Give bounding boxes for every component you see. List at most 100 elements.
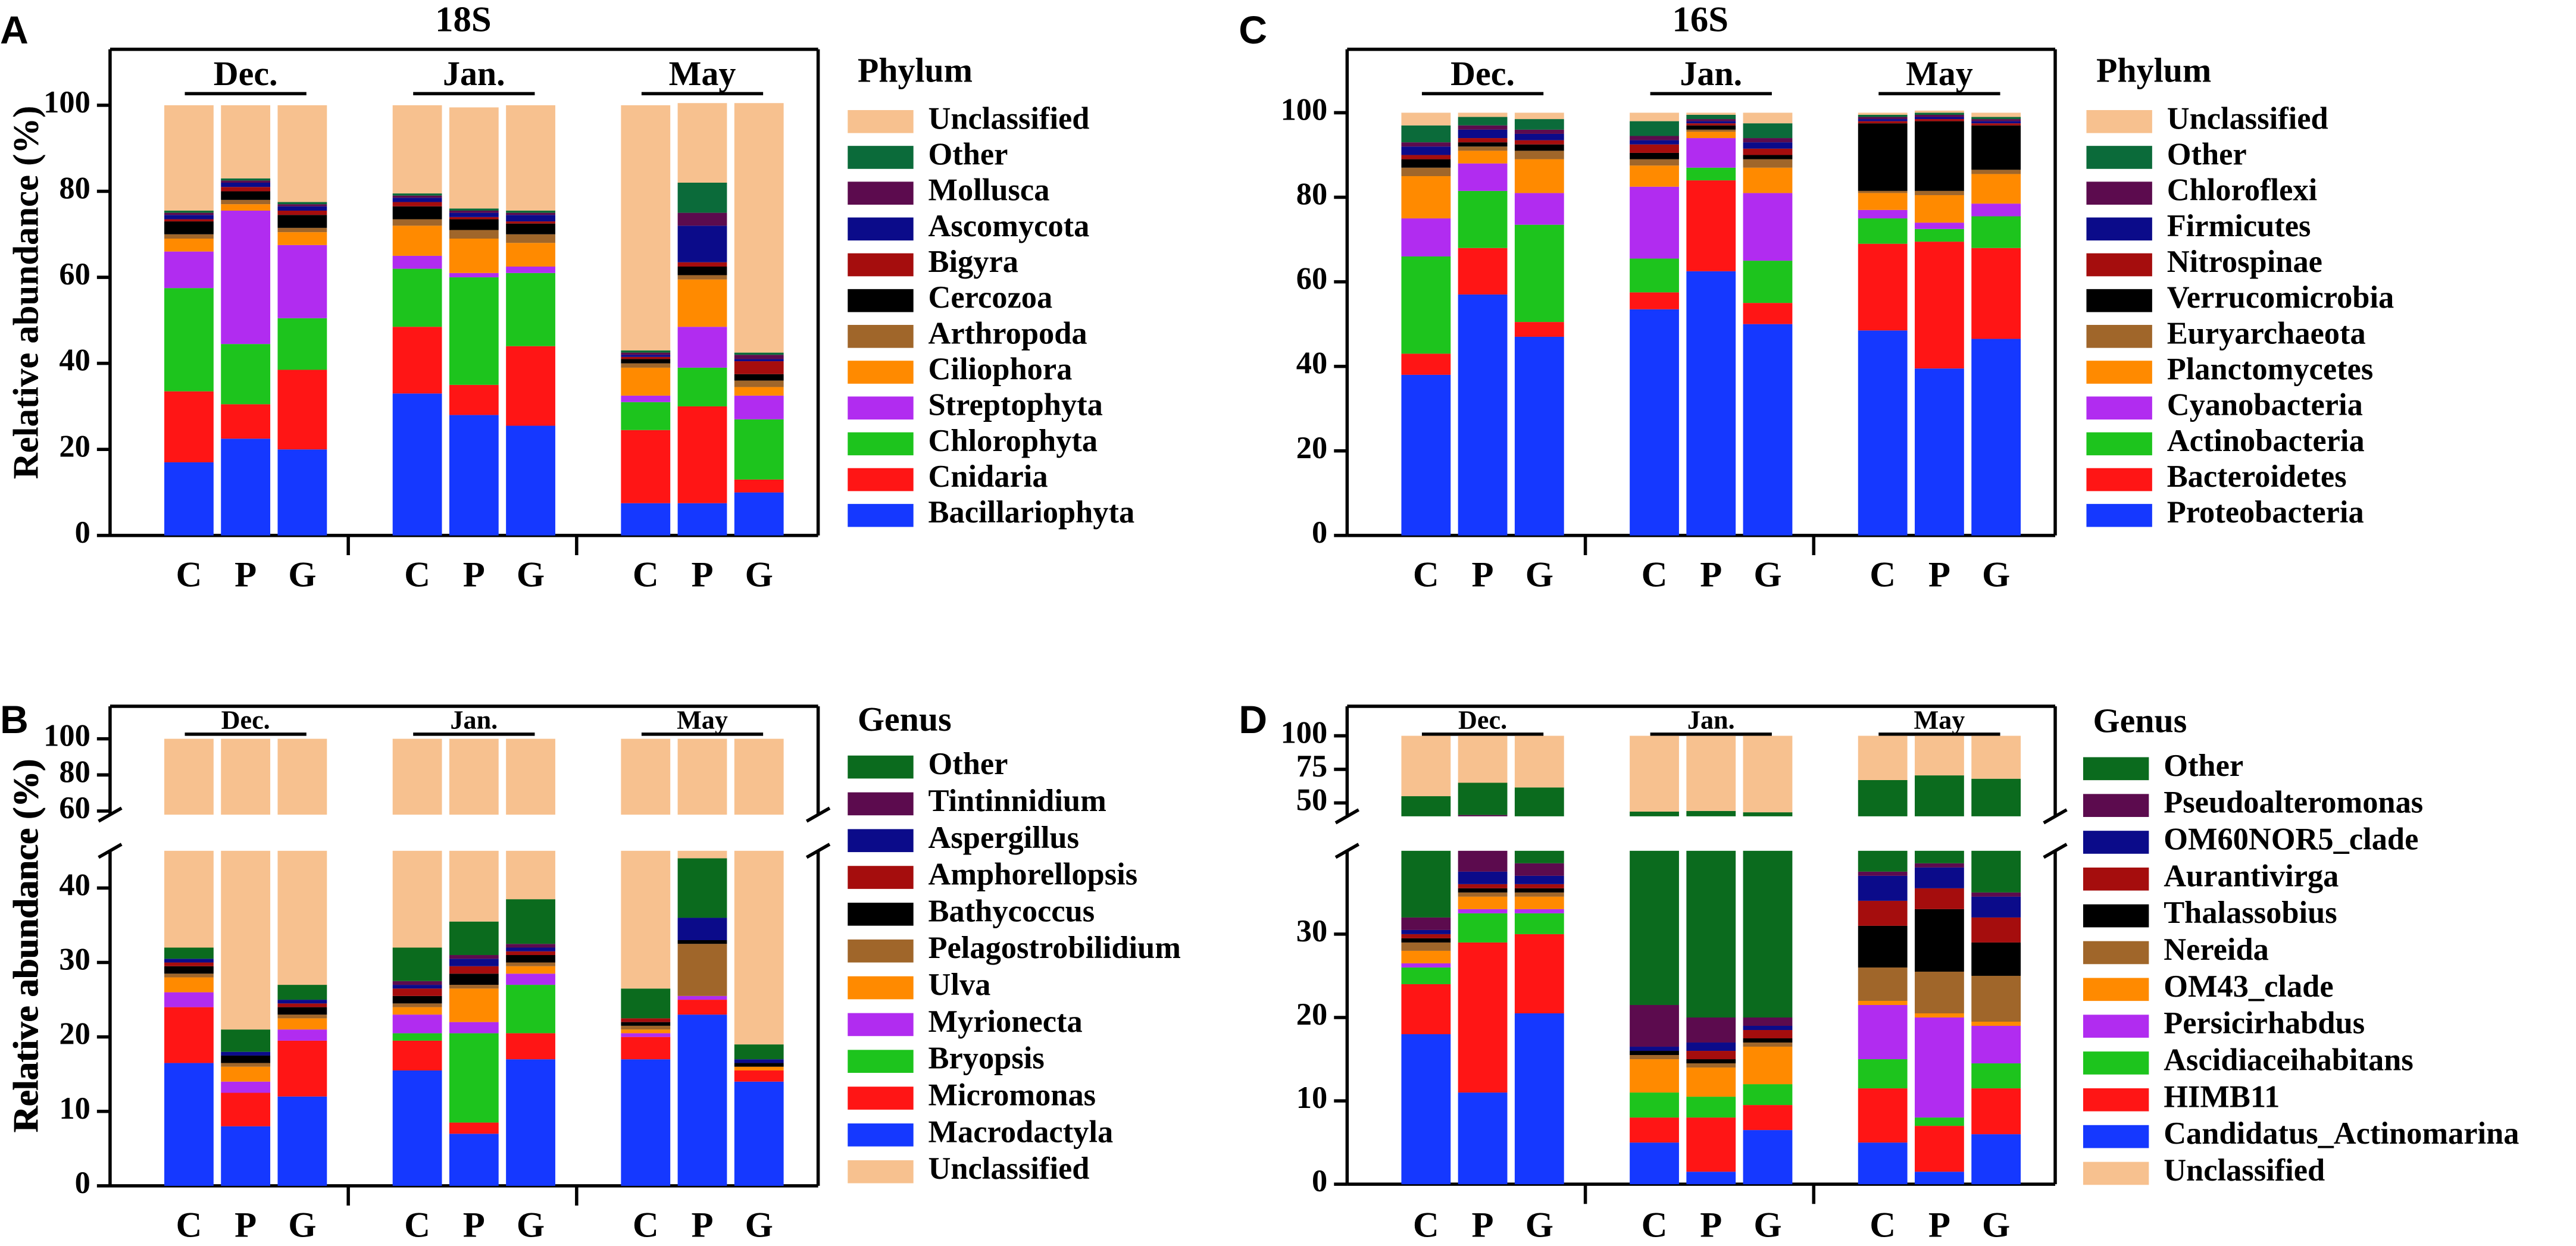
- bar-segment: [1971, 123, 2021, 126]
- bar-segment: [1686, 735, 1736, 811]
- axis-break: [1334, 843, 1360, 859]
- legend-swatch: [2086, 361, 2152, 384]
- bar-segment: [1743, 123, 1793, 139]
- bar-segment: [392, 206, 442, 220]
- group-label: Jan.: [1680, 54, 1742, 93]
- bar-segment: [1401, 353, 1451, 375]
- bar-segment: [277, 318, 327, 370]
- bar-segment: [621, 359, 671, 364]
- bar-segment: [1630, 1055, 1679, 1060]
- bar-segment: [1514, 140, 1564, 145]
- legend-swatch: [2086, 253, 2152, 277]
- bar-segment: [392, 985, 442, 989]
- bar-segment: [1630, 811, 1679, 816]
- bar-segment: [221, 850, 271, 1030]
- panel-letter: A: [0, 8, 29, 52]
- legend-label: Unclassified: [929, 101, 1090, 136]
- legend-swatch: [848, 468, 914, 491]
- bar-segment: [164, 962, 214, 966]
- bar-segment: [1458, 151, 1508, 164]
- bar-segment: [1858, 209, 1908, 219]
- x-tick-label: P: [1472, 1206, 1494, 1245]
- bar-segment: [506, 1059, 555, 1186]
- bar-segment: [1401, 967, 1451, 984]
- bar-segment: [1915, 190, 1964, 195]
- legend-label: Other: [2164, 749, 2243, 783]
- legend-swatch: [848, 109, 914, 133]
- bar-segment: [392, 327, 442, 394]
- bar-segment: [1458, 871, 1508, 884]
- x-tick-label: G: [1753, 555, 1781, 595]
- group-label: Dec.: [221, 706, 270, 735]
- bar-segment: [1630, 1092, 1679, 1118]
- bar-segment: [392, 1070, 442, 1186]
- legend-swatch: [2086, 181, 2152, 205]
- bar-segment: [1514, 133, 1564, 140]
- bar-segment: [677, 850, 727, 859]
- bar-segment: [1401, 942, 1451, 951]
- legend-swatch: [848, 976, 914, 1000]
- bar-segment: [1514, 1013, 1564, 1185]
- bar-segment: [392, 1007, 442, 1015]
- bar-segment: [221, 1066, 271, 1082]
- bar-segment: [1858, 1004, 1908, 1060]
- legend-swatch: [848, 1013, 914, 1037]
- bar-segment: [1458, 117, 1508, 126]
- axis-break: [2043, 808, 2068, 825]
- y-axis-label: Relative abundance (%): [7, 759, 46, 1132]
- bar-segment: [164, 219, 214, 222]
- bar-segment: [506, 1033, 555, 1060]
- bar-segment: [1858, 121, 1908, 124]
- bar-segment: [1858, 1000, 1908, 1005]
- y-tick-label: 20: [59, 1017, 90, 1051]
- bar-segment: [1858, 243, 1908, 331]
- bar-segment: [506, 985, 555, 1034]
- bar-segment: [621, 1059, 671, 1186]
- bar-segment: [1858, 925, 1908, 968]
- bar-segment: [677, 262, 727, 267]
- bar-segment: [1458, 112, 1508, 117]
- bar-segment: [1401, 917, 1451, 930]
- bar-segment: [449, 415, 499, 536]
- bar-segment: [1971, 1063, 2021, 1089]
- y-tick-label: 100: [1281, 716, 1328, 750]
- bar-segment: [392, 105, 442, 194]
- bar-segment: [734, 492, 784, 536]
- bar-segment: [392, 1033, 442, 1041]
- bar-segment: [1858, 190, 1908, 193]
- x-tick-label: G: [745, 555, 773, 595]
- legend-label: Actinobacteria: [2167, 424, 2365, 458]
- y-tick-label: 100: [1281, 92, 1328, 127]
- bar-segment: [506, 221, 555, 224]
- legend-swatch: [2083, 757, 2149, 781]
- axis-break: [98, 843, 123, 859]
- bar-segment: [164, 738, 214, 815]
- bar-segment: [677, 212, 727, 226]
- bar-segment: [221, 1051, 271, 1056]
- bar-segment: [734, 850, 784, 1045]
- legend-label: Bigyra: [929, 245, 1018, 279]
- legend-label: Ascidiaceihabitans: [2164, 1042, 2414, 1077]
- bar-segment: [506, 947, 555, 951]
- bar-segment: [392, 1003, 442, 1007]
- legend-swatch: [2083, 1125, 2149, 1148]
- bar-segment: [677, 1015, 727, 1186]
- legend-swatch: [2083, 978, 2149, 1001]
- bar-segment: [164, 462, 214, 536]
- bar-segment: [734, 395, 784, 419]
- bar-segment: [1971, 204, 2021, 217]
- y-tick-label: 40: [1296, 346, 1327, 381]
- legend-swatch: [848, 1160, 914, 1184]
- y-tick-label: 20: [1296, 431, 1327, 465]
- bar-segment: [1971, 975, 2021, 1022]
- legend-swatch: [848, 289, 914, 312]
- x-tick-label: G: [288, 555, 316, 595]
- bar-segment: [221, 178, 271, 181]
- bar-segment: [734, 374, 784, 381]
- axis-break: [805, 806, 831, 823]
- bar-segment: [277, 227, 327, 233]
- bar-segment: [1514, 144, 1564, 151]
- bar-segment: [1915, 119, 1964, 121]
- bar-segment: [1514, 934, 1564, 1013]
- bar-segment: [1514, 850, 1564, 863]
